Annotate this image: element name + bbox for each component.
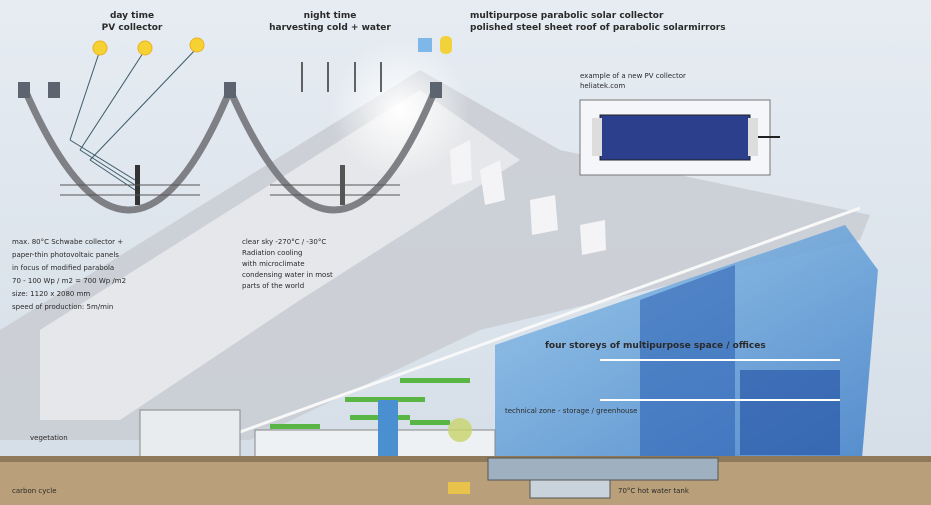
pv-clip (592, 118, 602, 156)
parabola-caps (18, 82, 442, 98)
label: technical zone - storage / greenhouse (505, 407, 637, 415)
legend-cold (418, 38, 432, 52)
label: example of a new PV collector (580, 72, 686, 80)
parabola (21, 88, 234, 214)
roof-line (239, 206, 861, 434)
label: day time (110, 11, 154, 21)
label: 70°C hot water tank (618, 487, 690, 495)
suns (92, 37, 205, 56)
text-line: parts of the world (242, 282, 304, 290)
glass-core (640, 265, 735, 458)
label: multipurpose parabolic solar collector (470, 11, 664, 21)
text-line: in focus of modified parabola (12, 264, 114, 272)
pv-panel (599, 114, 751, 161)
sun-rays (69, 47, 198, 191)
label: night time (304, 11, 357, 21)
label: four storeys of multipurpose space / off… (545, 341, 766, 351)
pv-clip (748, 118, 758, 156)
text-block: max. 80°C Schwabe collector + paper-thin … (12, 238, 126, 311)
house (139, 409, 241, 459)
text-line: paper-thin photovoltaic panels (12, 251, 119, 259)
text-line: clear sky -270°C / -30°C (242, 238, 326, 246)
tree (448, 418, 472, 442)
text-line: speed of production: 5m/min (12, 303, 113, 311)
label: carbon cycle (12, 487, 57, 495)
text-line: with microclimate (242, 260, 305, 268)
ground-line (0, 456, 931, 462)
text-line: condensing water in most (242, 271, 333, 279)
sun-glare (330, 40, 470, 180)
basement (487, 457, 719, 481)
water-column (378, 400, 398, 458)
label: heliatek.com (580, 82, 625, 90)
ground (0, 456, 931, 505)
arrows (301, 62, 382, 92)
text-line: size: 1120 x 2080 mm (12, 290, 90, 298)
legend-sun (440, 36, 452, 54)
tank (529, 479, 611, 499)
text-block: clear sky -270°C / -30°C Radiation coolin… (242, 238, 333, 290)
label: vegetation (30, 434, 68, 442)
text-line: max. 80°C Schwabe collector + (12, 238, 123, 246)
label: harvesting cold + water (269, 23, 391, 33)
pipe (448, 482, 470, 494)
label: PV collector (102, 23, 163, 33)
parabola (226, 88, 439, 214)
guides (60, 184, 400, 196)
office-block (740, 370, 840, 455)
text-line: 70 - 100 Wp / m2 = 700 Wp /m2 (12, 277, 126, 285)
text-line: Radiation cooling (242, 249, 303, 257)
label: polished steel sheet roof of parabolic s… (470, 23, 726, 33)
